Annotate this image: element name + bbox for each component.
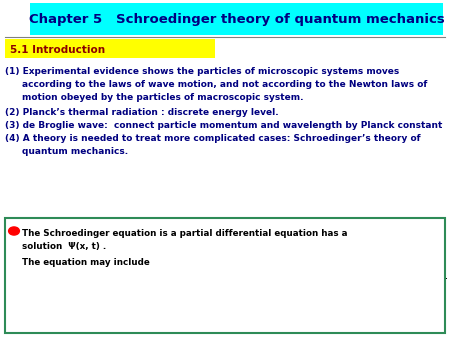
Text: or: or — [278, 273, 288, 283]
Text: The equation may include: The equation may include — [22, 258, 150, 267]
Text: $\partial^2\Psi(x,t)$: $\partial^2\Psi(x,t)$ — [399, 245, 437, 258]
Text: quantum mechanics.: quantum mechanics. — [22, 147, 128, 156]
Text: (3) de Broglie wave:  connect particle momentum and wavelength by Planck constan: (3) de Broglie wave: connect particle mo… — [5, 121, 442, 130]
Text: $\partial\Psi(x,t)$: $\partial\Psi(x,t)$ — [158, 246, 192, 258]
Text: (1) Experimental evidence shows the particles of microscopic systems moves: (1) Experimental evidence shows the part… — [5, 67, 399, 76]
Text: according to the laws of wave motion, and not according to the Newton laws of: according to the laws of wave motion, an… — [22, 80, 428, 89]
Text: $\partial t$: $\partial t$ — [243, 281, 253, 292]
Text: $\partial x^2$: $\partial x^2$ — [325, 281, 341, 293]
Text: 5.1 Introduction: 5.1 Introduction — [10, 45, 105, 55]
Text: solution  Ψ(x, t) .: solution Ψ(x, t) . — [22, 242, 106, 251]
Text: Chapter 5   Schroedinger theory of quantum mechanics: Chapter 5 Schroedinger theory of quantum… — [29, 13, 445, 25]
Text: $\partial^2\Psi(x,t)$: $\partial^2\Psi(x,t)$ — [314, 245, 352, 258]
Text: or: or — [367, 273, 378, 283]
Text: (2) Planck’s thermal radiation : discrete energy level.: (2) Planck’s thermal radiation : discret… — [5, 108, 279, 117]
Text: The Schroedinger equation is a partial differential equation has a: The Schroedinger equation is a partial d… — [22, 229, 347, 238]
Text: or: or — [205, 273, 216, 283]
Text: $\partial x$: $\partial x$ — [169, 281, 181, 291]
Text: $\partial^2 t$: $\partial^2 t$ — [410, 281, 425, 293]
Text: $\partial\Psi(x,t)$: $\partial\Psi(x,t)$ — [231, 246, 265, 258]
Text: (4) A theory is needed to treat more complicated cases: Schroedinger’s theory of: (4) A theory is needed to treat more com… — [5, 134, 421, 143]
Text: motion obeyed by the particles of macroscopic system.: motion obeyed by the particles of macros… — [22, 93, 303, 102]
